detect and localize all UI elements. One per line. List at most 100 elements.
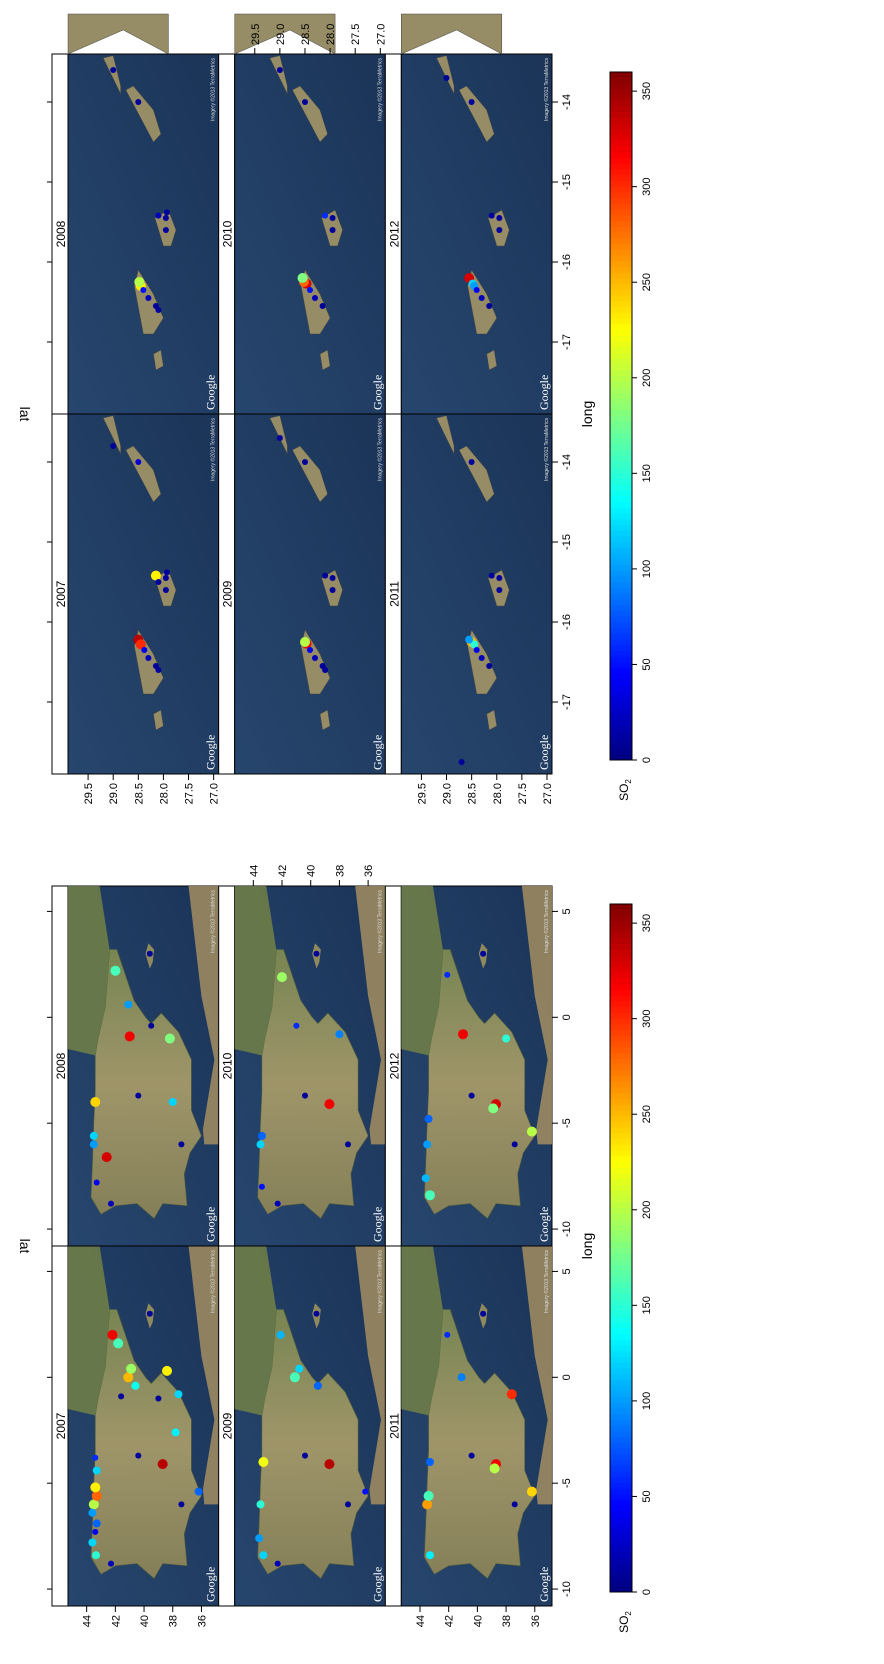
colorbar-segment — [610, 146, 632, 153]
colorbar-segment — [610, 512, 632, 520]
colorbar-segment — [610, 1281, 632, 1289]
colorbar-segment — [610, 312, 632, 319]
colorbar-segment — [610, 541, 632, 548]
colorbar-segment — [610, 558, 632, 566]
colorbar-segment — [610, 1482, 632, 1489]
colorbar-segment — [610, 1276, 632, 1283]
colorbar-segment — [610, 392, 632, 399]
colorbar-segment — [610, 243, 632, 250]
land-gomera — [486, 349, 498, 371]
so2-point — [496, 215, 503, 221]
colorbar-tick-label: 300 — [641, 1009, 653, 1027]
so2-point — [465, 635, 474, 644]
colorbar-segment — [610, 123, 632, 130]
so2-point — [126, 1363, 137, 1374]
land-fuerteventura — [125, 85, 162, 143]
imagery-copyright: Imagery ©2013 TerraMetrics — [543, 418, 550, 482]
y-tick-label: 27.0 — [209, 783, 221, 804]
land-fuerteventura — [125, 445, 162, 503]
colorbar-segment — [610, 581, 632, 588]
colorbar-segment — [610, 1465, 632, 1472]
colorbar-segment — [610, 1218, 632, 1226]
colorbar-segment — [610, 1551, 632, 1558]
so2-point — [123, 1372, 134, 1383]
google-attribution: Google — [370, 1207, 384, 1242]
so2-point — [302, 1092, 308, 1099]
imagery-copyright: Imagery ©2013 TerraMetrics — [210, 890, 217, 954]
so2-point — [194, 1487, 203, 1496]
so2-point — [124, 1031, 135, 1042]
colorbar-segment — [610, 518, 632, 525]
colorbar-segment — [610, 616, 632, 623]
land-gomera — [319, 709, 331, 731]
colorbar-segment — [610, 507, 632, 514]
so2-point — [148, 1022, 155, 1029]
colorbar-segment — [610, 1046, 632, 1054]
so2-point — [258, 1183, 265, 1190]
panel-2009: 2009 Google Imagery ©2013 TerraMetrics — [218, 1245, 386, 1607]
so2-point — [313, 1310, 320, 1317]
x-tick-label: -14 — [561, 94, 573, 110]
so2-point — [329, 215, 336, 221]
so2-point — [155, 307, 162, 313]
so2-point — [473, 647, 480, 653]
so2-point — [118, 1393, 125, 1400]
panel-year-label: 2007 — [54, 1412, 68, 1439]
colorbar-segment — [610, 1018, 632, 1025]
colorbar-segment — [610, 662, 632, 669]
land-iberia — [90, 1309, 202, 1579]
land-lanzarote — [269, 55, 288, 95]
colorbar-segment — [610, 1161, 632, 1168]
panel-2009: 2009 Google Imagery ©2013 TerraMetrics — [218, 373, 386, 775]
so2-point — [145, 295, 152, 301]
panel-2011: 2011 Google Imagery ©2013 TerraMetrics — [384, 373, 553, 775]
so2-point — [444, 971, 451, 978]
so2-point — [329, 227, 336, 233]
so2-point — [256, 1500, 265, 1509]
so2-point — [92, 1528, 99, 1535]
so2-point — [90, 1097, 101, 1107]
panel-2007: 2007 Google Imagery ©2013 TerraMetrics — [51, 1245, 220, 1607]
colorbar-segment — [610, 186, 632, 193]
colorbar-label-subscript: 2 — [624, 779, 633, 784]
colorbar-segment — [610, 1127, 632, 1134]
y-tick-label: 28.5 — [300, 24, 312, 45]
colorbar-segment — [610, 214, 632, 222]
colorbar-segment — [610, 593, 632, 600]
y-tick-label: 36 — [530, 1615, 542, 1627]
colorbar-segment — [610, 277, 632, 285]
colorbar-segment — [610, 1195, 632, 1203]
so2-point — [140, 287, 147, 293]
colorbar-segment — [610, 1184, 632, 1191]
colorbar-segment — [610, 1075, 632, 1082]
colorbar-segment — [610, 598, 632, 606]
colorbar-segment — [610, 1333, 632, 1340]
colorbar-segment — [610, 989, 632, 996]
colorbar-segment — [610, 1264, 632, 1271]
imagery-copyright: Imagery ©2013 TerraMetrics — [543, 890, 550, 954]
land-lanzarote — [436, 55, 455, 95]
imagery-copyright: Imagery ©2013 TerraMetrics — [376, 890, 383, 954]
x-tick-label: -10 — [561, 1581, 573, 1597]
colorbar-segment — [610, 1052, 632, 1059]
panel-year-label: 2009 — [221, 1412, 235, 1439]
colorbar-segment — [610, 1155, 632, 1162]
so2-point — [88, 1538, 97, 1547]
so2-point — [496, 575, 503, 581]
y-tick-label: 36 — [196, 1615, 208, 1627]
so2-point — [526, 1126, 537, 1137]
colorbar-segment — [610, 352, 632, 359]
colorbar-segment — [610, 1299, 632, 1306]
colorbar-segment — [610, 1138, 632, 1145]
so2-point — [155, 1395, 162, 1402]
so2-point — [258, 1457, 269, 1467]
y-tick-label: 28.5 — [133, 783, 145, 804]
x-tick-label: 0 — [561, 1014, 573, 1020]
so2-point — [426, 1458, 434, 1466]
so2-point — [488, 572, 495, 579]
colorbar-segment — [610, 1505, 632, 1512]
y-tick-label: 28.5 — [467, 783, 479, 804]
so2-point — [468, 459, 475, 465]
colorbar-segment — [610, 1190, 632, 1197]
